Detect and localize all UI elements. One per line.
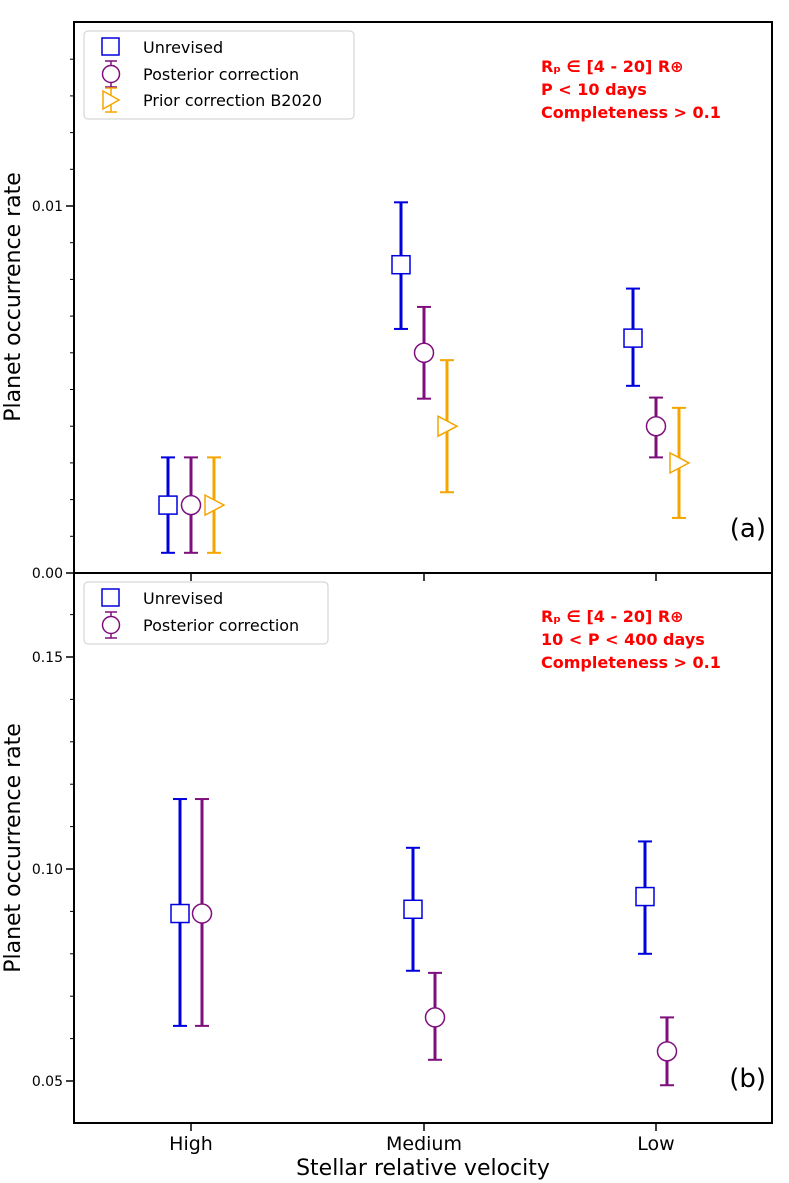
legend-b: Unrevised Posterior correction (83, 581, 329, 645)
legend-label: Posterior correction (143, 616, 299, 635)
y-axis-title: Planet occurrence rate (1, 172, 26, 422)
y-axis-title: Planet occurrence rate (1, 723, 26, 973)
data-point-square (170, 903, 190, 924)
annotation-line: Completeness > 0.1 (541, 653, 721, 672)
y-tick-label: 0.15 (32, 650, 63, 666)
legend-box (83, 30, 355, 120)
annotation-line: Rₚ ∈ [4 - 20] R⊕ (541, 607, 684, 626)
panel-label: (b) (729, 1064, 766, 1094)
legend-circle-icon (101, 615, 121, 635)
y-tick-label: 0.05 (32, 1074, 63, 1090)
data-point-circle (180, 494, 202, 516)
annotation-line: 10 < P < 400 days (541, 630, 705, 649)
legend-label: Prior correction B2020 (143, 91, 322, 110)
legend-triangle-icon (102, 89, 121, 111)
x-axis-title: Stellar relative velocity (296, 1156, 550, 1181)
x-tick-label: Low (637, 1133, 674, 1155)
data-point-triangle (204, 493, 226, 517)
data-point-square (391, 254, 411, 275)
legend-label: Unrevised (143, 38, 223, 57)
data-point-circle (645, 415, 667, 437)
legend-square-icon (101, 588, 120, 607)
data-point-square (158, 495, 178, 515)
legend-circle-icon (101, 64, 121, 84)
annotation-line: P < 10 days (541, 80, 647, 99)
x-tick-label: High (169, 1133, 213, 1155)
data-point-triangle (669, 451, 691, 475)
panel-label: (a) (730, 514, 766, 544)
data-point-circle (413, 342, 435, 364)
ticks (66, 58, 657, 1131)
legend-label: Posterior correction (143, 65, 299, 84)
x-tick-label: Medium (386, 1133, 462, 1155)
y-tick-label: 0.01 (32, 199, 63, 215)
legend-square-icon (101, 37, 120, 56)
markers (158, 254, 691, 1062)
panel-b-frame (73, 572, 773, 1124)
legend-label: Unrevised (143, 589, 223, 608)
annotation-line: Rₚ ∈ [4 - 20] R⊕ (541, 57, 684, 76)
annotation-line: Completeness > 0.1 (541, 103, 721, 122)
data-point-square (623, 328, 643, 348)
legend-box (83, 581, 329, 645)
data-point-circle (656, 1041, 678, 1062)
legend-a: Unrevised Posterior correction Prior cor… (83, 30, 355, 120)
y-tick-label: 0.00 (32, 566, 63, 582)
data-point-circle (191, 903, 213, 924)
y-tick-label: 0.10 (32, 862, 63, 878)
data-point-triangle (437, 414, 459, 438)
data-point-square (635, 886, 655, 907)
data-point-circle (424, 1007, 446, 1028)
data-point-square (403, 899, 423, 920)
